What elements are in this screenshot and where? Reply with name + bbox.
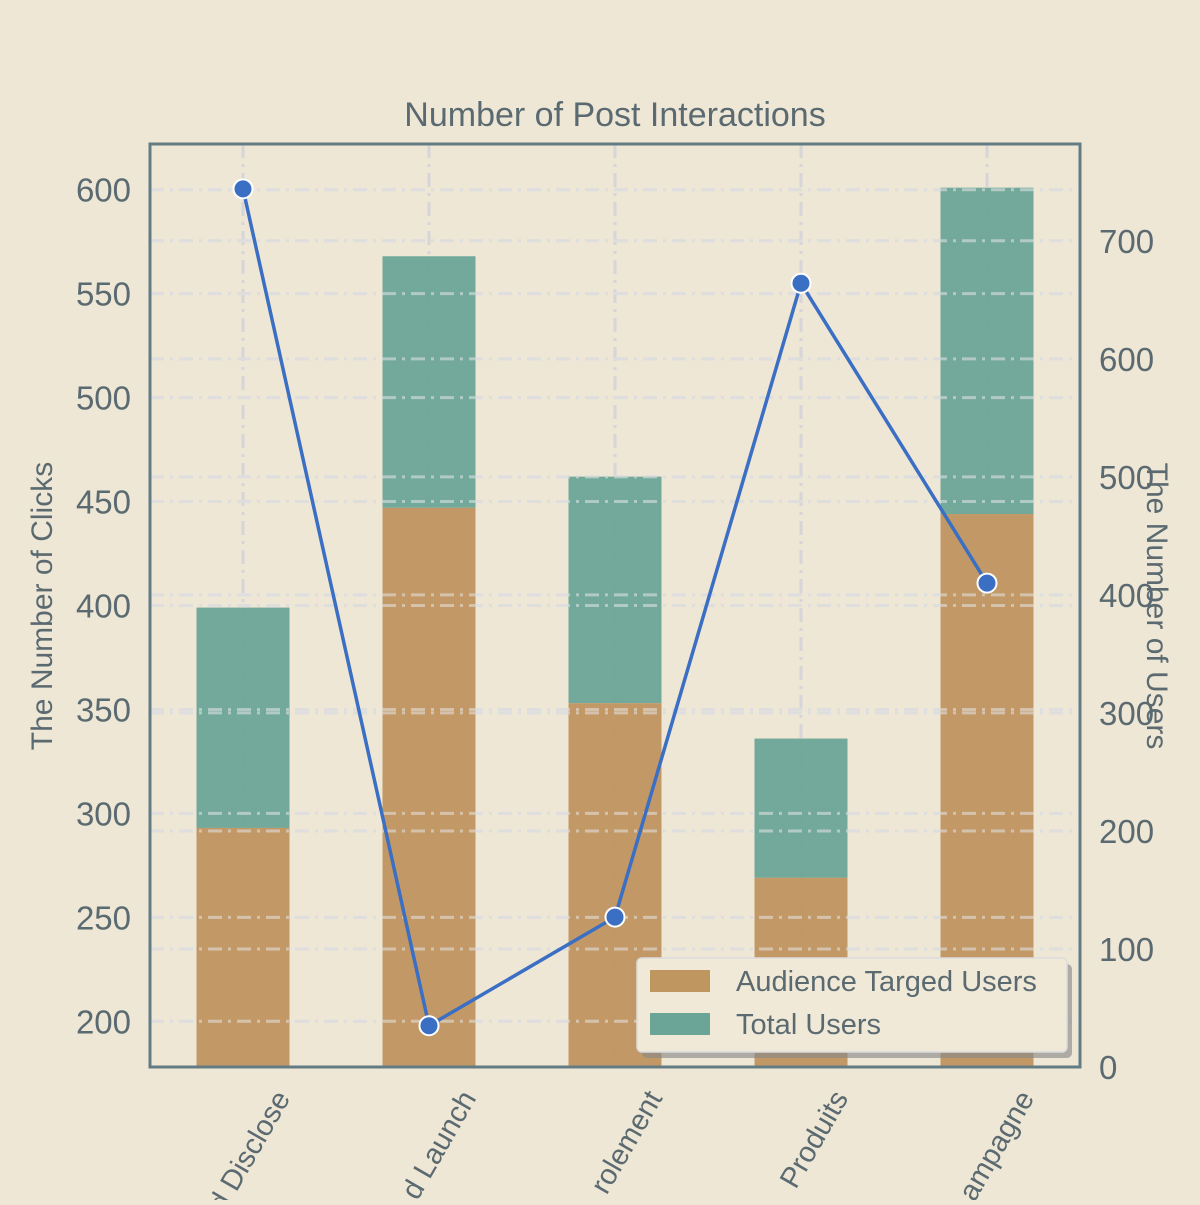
y2-tick-label: 600	[1099, 341, 1154, 378]
line-point	[418, 1015, 440, 1037]
line-point	[976, 572, 998, 594]
bar-total-users	[940, 187, 1034, 515]
legend-label-audience: Audience Targed Users	[736, 966, 1037, 998]
y-axis-label: The Number of Clicks	[26, 462, 59, 750]
bar-total-users	[196, 607, 290, 828]
y-tick-label: 400	[76, 588, 131, 625]
y2-tick-label: 0	[1099, 1049, 1117, 1086]
legend-swatch-total	[650, 1013, 710, 1035]
x-axis-ticks: d Disclose d Launch rolement Produits ampagn…	[202, 1086, 1041, 1205]
y2-tick-label: 200	[1099, 813, 1154, 850]
y-tick-label: 550	[76, 276, 131, 313]
bar-total-users	[754, 738, 848, 878]
y2-axis-ticks: 0 100 200 300 400 500 600 700	[1099, 223, 1154, 1086]
y2-tick-label: 100	[1099, 931, 1154, 968]
x-tick-label: d Disclose	[202, 1086, 297, 1201]
y-tick-label: 500	[76, 380, 131, 417]
y-tick-label: 250	[76, 899, 131, 936]
y-axis-ticks: 200 250 300 350 400 450 500 550 600	[76, 172, 131, 1041]
y2-tick-label: 700	[1099, 223, 1154, 260]
legend-box	[636, 957, 1068, 1053]
y2-tick-label: 300	[1099, 695, 1154, 732]
y2-tick-label: 500	[1099, 459, 1154, 496]
x-tick-label: rolement	[585, 1086, 669, 1200]
bar-audience-targed-users	[196, 827, 290, 1067]
bar-total-users	[568, 476, 662, 704]
chart-title: Number of Post Interactions	[404, 96, 825, 134]
y2-tick-label: 400	[1099, 577, 1154, 614]
legend-label-total: Total Users	[736, 1009, 881, 1041]
y-tick-label: 300	[76, 795, 131, 832]
y-tick-label: 600	[76, 172, 131, 209]
plot-frame	[148, 142, 1082, 1069]
bar-total-users	[382, 256, 476, 508]
x-tick-label: d Launch	[396, 1086, 483, 1201]
legend-swatch-audience	[650, 970, 710, 992]
legend: Audience Targed Users Total Users	[636, 957, 1072, 1058]
line-point	[604, 906, 626, 928]
x-tick-label: ampagne	[953, 1086, 1041, 1201]
y2-axis-label: The Number of Users	[1140, 463, 1173, 750]
bar-audience-targed-users	[382, 507, 476, 1067]
line-point	[790, 272, 812, 294]
line-point	[232, 178, 254, 200]
y-tick-label: 200	[76, 1003, 131, 1040]
x-tick-label: Produits	[774, 1086, 855, 1194]
y-tick-label: 450	[76, 484, 131, 521]
y-tick-label: 350	[76, 691, 131, 728]
